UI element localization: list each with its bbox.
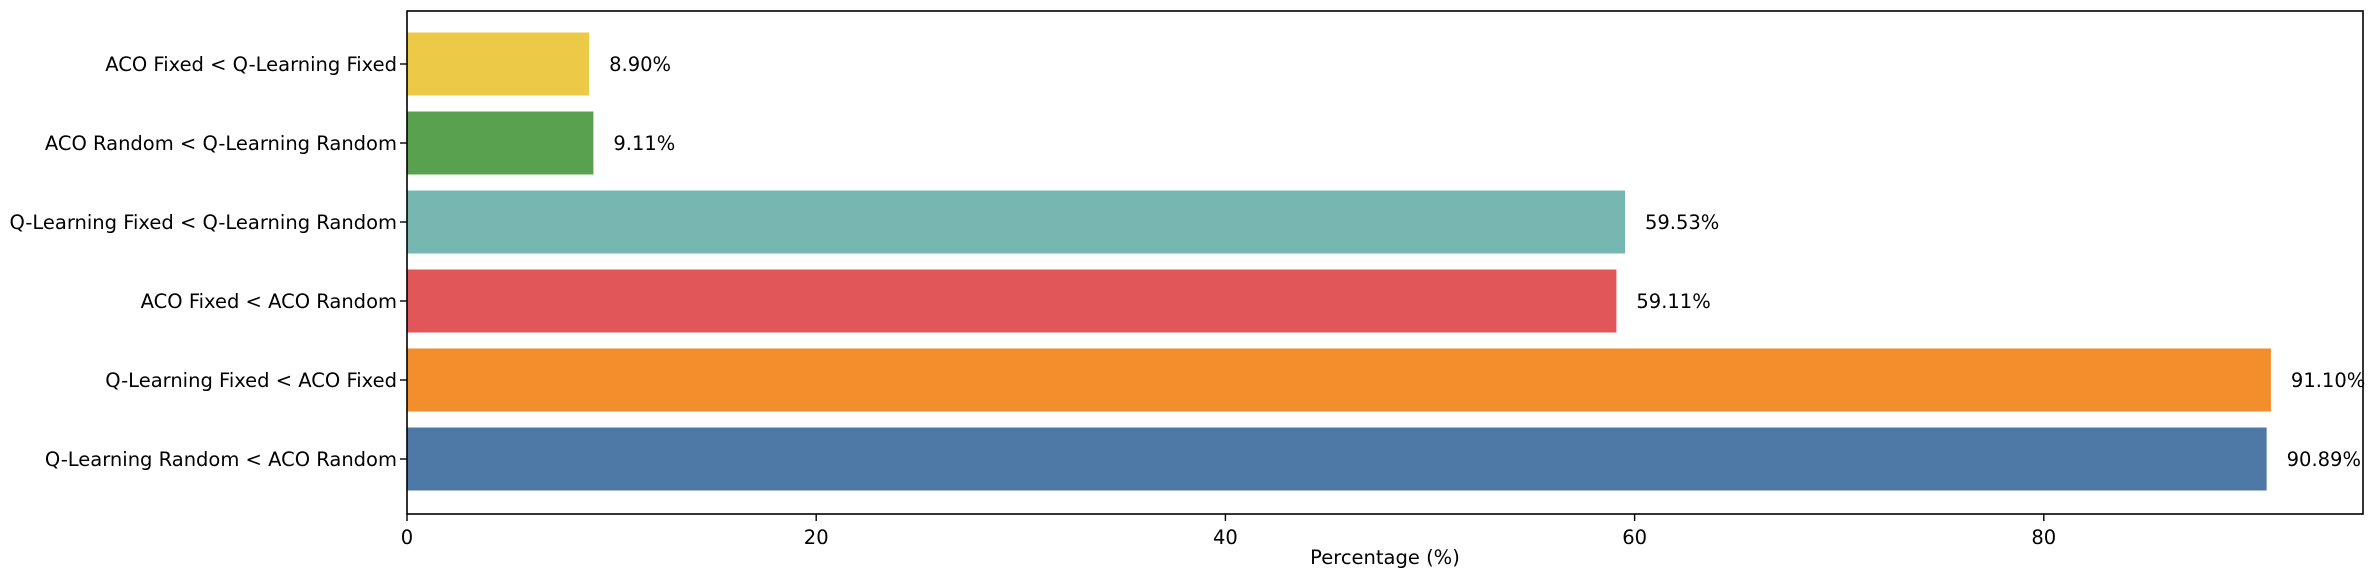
category-label: Q-Learning Fixed < Q-Learning Random bbox=[9, 211, 397, 234]
x-axis-ticks-group: 0 20 40 60 80 bbox=[400, 63, 2056, 549]
x-tick-label: 0 bbox=[401, 526, 413, 549]
value-label: 91.10% bbox=[2291, 369, 2365, 392]
value-label: 90.89% bbox=[2287, 448, 2361, 471]
bar bbox=[407, 190, 1625, 254]
value-label: 8.90% bbox=[609, 53, 671, 76]
x-tick-label: 40 bbox=[1213, 526, 1238, 549]
bar bbox=[407, 32, 590, 96]
bar bbox=[407, 427, 2267, 491]
bar bbox=[407, 348, 2271, 412]
x-tick-label: 80 bbox=[2031, 526, 2056, 549]
bars-group bbox=[407, 32, 2271, 491]
category-label: ACO Random < Q-Learning Random bbox=[45, 132, 397, 155]
plot-area-frame bbox=[406, 10, 2364, 515]
x-tick-label: 60 bbox=[1622, 526, 1647, 549]
bar bbox=[407, 269, 1617, 333]
category-label: ACO Fixed < ACO Random bbox=[141, 290, 397, 313]
category-label: Q-Learning Fixed < ACO Fixed bbox=[105, 369, 397, 392]
bar bbox=[407, 111, 594, 175]
value-label: 59.53% bbox=[1645, 211, 1719, 234]
category-label: ACO Fixed < Q-Learning Fixed bbox=[105, 53, 397, 76]
category-label: Q-Learning Random < ACO Random bbox=[45, 448, 397, 471]
x-tick-label: 20 bbox=[804, 526, 829, 549]
x-axis-title: Percentage (%) bbox=[1310, 546, 1460, 569]
value-label: 9.11% bbox=[613, 132, 675, 155]
value-label: 59.11% bbox=[1636, 290, 1710, 313]
category-labels-group: ACO Fixed < Q-Learning Fixed ACO Random <… bbox=[9, 53, 397, 471]
value-labels-group: 8.90% 9.11% 59.53% 59.11% 91.10% 90.89% bbox=[609, 53, 2365, 471]
